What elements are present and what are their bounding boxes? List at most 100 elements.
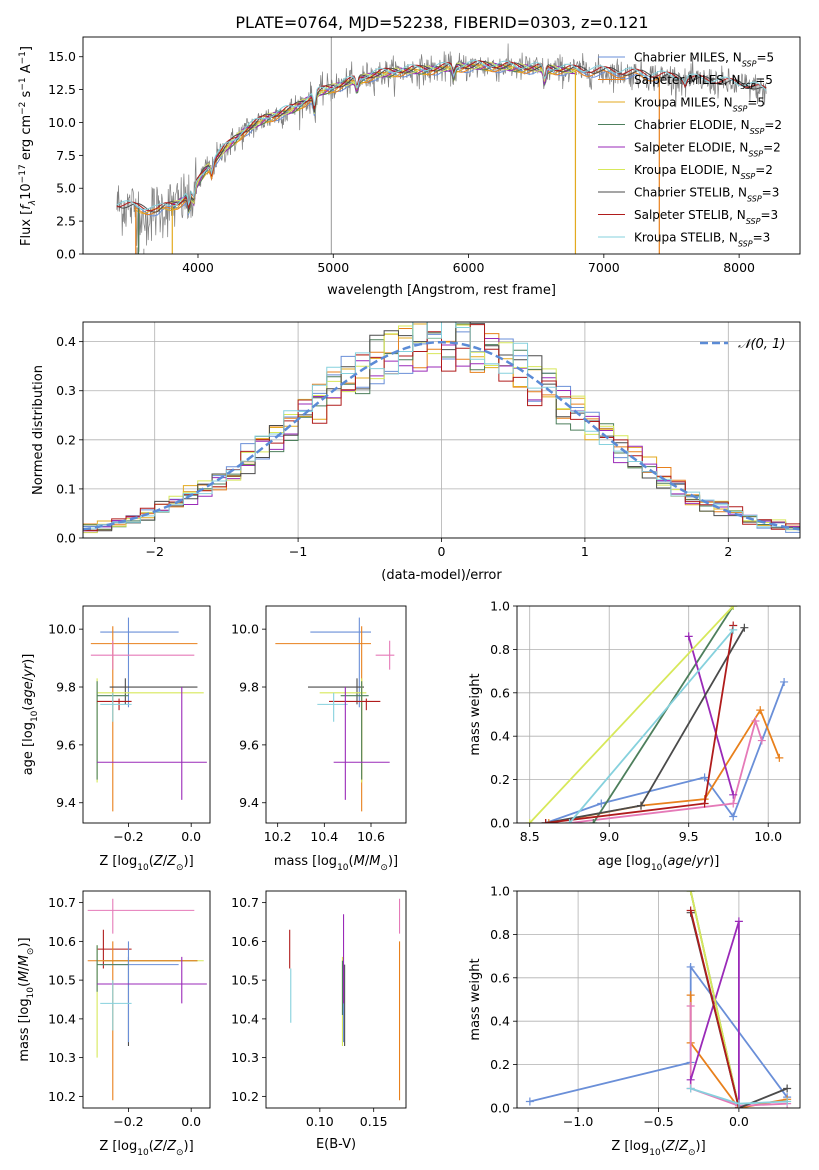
x-tick-label: 7000 xyxy=(588,260,620,275)
model-line-kroupa-stelib xyxy=(116,59,767,210)
y-tick-label: 10.0 xyxy=(48,622,76,637)
x-tick-label: 9.0 xyxy=(599,829,619,844)
y-tick-label: 9.8 xyxy=(239,680,259,695)
y-axis-label: Flux [fλ10−17 erg cm−2 s−1 A−1] xyxy=(18,46,38,246)
y-axis-label: mass weight xyxy=(468,958,483,1040)
panel-age-vs-Z: −0.2 0.0 9.4 9.6 9.8 10.0 Z [log10(Z/Z⊙)] age [… xyxy=(21,605,211,873)
x-tick-label: 6000 xyxy=(453,260,485,275)
weight-marker xyxy=(589,819,598,823)
y-tick-label: 10.6 xyxy=(231,934,259,949)
x-tick-label: 0.0 xyxy=(729,1114,749,1129)
y-tick-label: 10.6 xyxy=(48,934,76,949)
weight-marker xyxy=(756,706,765,715)
x-tick-label: 0 xyxy=(438,544,446,559)
y-tick-label: 1.0 xyxy=(490,884,510,899)
model-line-chabrier-stelib xyxy=(116,60,767,213)
histogram-kroupa-stelib xyxy=(83,322,800,538)
plot-area xyxy=(517,891,800,1108)
y-tick-label: 0.6 xyxy=(490,970,510,985)
axes-frame xyxy=(516,890,801,1109)
x-axis-label: wavelength [Angstrom, rest frame] xyxy=(327,283,556,298)
x-tick-label: −0.2 xyxy=(113,1114,143,1129)
weight-marker xyxy=(700,773,709,782)
y-tick-label: 10.0 xyxy=(48,115,76,130)
y-tick-label: 9.6 xyxy=(56,737,76,752)
y-axis-label: mass weight xyxy=(468,673,483,755)
y-tick-label: 9.6 xyxy=(239,737,259,752)
y-tick-label: 10.4 xyxy=(48,1011,76,1026)
y-tick-label: 0.0 xyxy=(490,816,510,831)
plot-area xyxy=(116,37,767,254)
plot-area xyxy=(275,617,395,812)
weight-marker xyxy=(783,1097,792,1106)
weight-marker xyxy=(751,717,760,726)
weight-marker xyxy=(686,1075,695,1084)
weight-marker xyxy=(729,812,738,821)
legend-label: Kroupa MILES, NSSP=5 xyxy=(634,96,765,114)
x-tick-label: 2 xyxy=(724,544,732,559)
x-tick-label: −0.2 xyxy=(113,829,143,844)
x-axis-label: (data-model)/error xyxy=(381,568,502,583)
y-tick-label: 10.2 xyxy=(231,1089,259,1104)
x-tick-label: −1 xyxy=(289,544,307,559)
weight-marker xyxy=(686,962,695,971)
panel-mass-vs-Z: −0.2 0.0 10.2 10.3 10.4 10.5 10.6 10.7 Z [log10(… xyxy=(17,890,211,1158)
x-tick-label: 10.2 xyxy=(264,829,292,844)
panel-mass-vs-EBV: 0.10 0.15 10.2 10.3 10.4 10.5 10.6 10.7 E(B-V) xyxy=(231,890,407,1152)
y-tick-label: 10.3 xyxy=(231,1050,259,1065)
y-tick-label: 0.6 xyxy=(490,685,510,700)
weight-marker xyxy=(565,819,574,823)
weight-marker xyxy=(686,906,695,915)
weight-line-chabrier-elodie xyxy=(592,606,734,823)
y-tick-label: 0.0 xyxy=(490,1101,510,1116)
y-tick-label: 0.3 xyxy=(56,383,76,398)
weight-line-extra xyxy=(689,1006,788,1107)
panel-weight-vs-Z: −1.0 −0.5 0.0 0.0 0.2 0.4 0.6 0.8 1.0 Z [log10(Z/… xyxy=(468,884,801,1158)
y-tick-label: 0.2 xyxy=(56,432,76,447)
axes-frame xyxy=(82,890,211,1109)
model-line-kroupa-elodie xyxy=(170,61,578,214)
x-tick-label: 9.5 xyxy=(679,829,699,844)
weight-line-extra xyxy=(569,717,763,823)
weight-marker xyxy=(783,1084,792,1093)
y-tick-label: 0.8 xyxy=(490,642,510,657)
weight-marker xyxy=(734,1099,743,1108)
x-tick-label: 0.15 xyxy=(360,1114,388,1129)
y-tick-label: 12.5 xyxy=(48,82,76,97)
y-tick-label: 10.7 xyxy=(48,895,76,910)
weight-marker xyxy=(775,753,784,762)
plot-area xyxy=(90,617,207,812)
weight-marker xyxy=(729,606,738,610)
histogram-chabrier-stelib xyxy=(83,322,800,538)
axes-frame xyxy=(82,605,211,824)
legend-label: Chabrier ELODIE, NSSP=2 xyxy=(634,118,782,136)
y-axis-label: Normed distribution xyxy=(31,365,46,495)
y-tick-label: 10.0 xyxy=(231,622,259,637)
x-tick-label: 5000 xyxy=(317,260,349,275)
figure-title: PLATE=0764, MJD=52238, FIBERID=0303, z=0… xyxy=(235,13,648,32)
panel-age-vs-mass: 10.2 10.4 10.6 9.4 9.6 9.8 10.0 mass [log10(M/M… xyxy=(231,605,407,873)
plot-area xyxy=(289,898,401,1101)
y-tick-label: 9.4 xyxy=(56,795,76,810)
weight-marker xyxy=(729,799,738,808)
x-axis-label: Z [log10(Z/Z⊙)] xyxy=(611,1139,705,1158)
weight-marker xyxy=(740,623,749,632)
axes-frame xyxy=(516,605,801,824)
y-tick-label: 2.5 xyxy=(56,214,76,229)
legend-label: Chabrier MILES, NSSP=5 xyxy=(634,51,774,69)
x-axis-label: Z [log10(Z/Z⊙)] xyxy=(99,854,193,873)
x-tick-label: 10.6 xyxy=(357,829,385,844)
y-tick-label: 0.4 xyxy=(490,1014,510,1029)
x-tick-label: 10.0 xyxy=(754,829,782,844)
legend-label: Kroupa ELODIE, NSSP=2 xyxy=(634,163,773,181)
y-tick-label: 9.4 xyxy=(239,795,259,810)
weight-marker xyxy=(544,819,553,823)
y-tick-label: 10.2 xyxy=(48,1089,76,1104)
y-tick-label: 10.5 xyxy=(48,973,76,988)
weight-line-salpeter-stelib xyxy=(689,910,740,1108)
x-tick-label: 0.0 xyxy=(181,1114,201,1129)
x-tick-label: 10.4 xyxy=(310,829,338,844)
plot-area xyxy=(517,606,800,823)
weight-marker xyxy=(525,1097,534,1106)
